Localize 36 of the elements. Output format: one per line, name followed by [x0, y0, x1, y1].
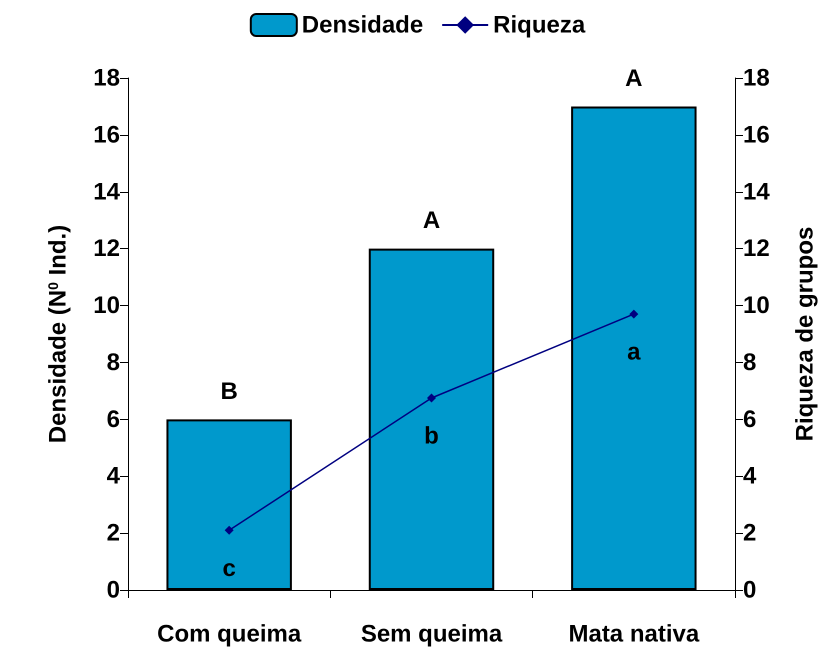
annotation: c [222, 554, 236, 582]
annotation: a [627, 338, 642, 366]
y2-tick-label: 12 [743, 235, 770, 262]
y2-tick-label: 18 [743, 64, 770, 92]
legend-label: Riqueza [493, 12, 586, 38]
annotation: b [424, 422, 439, 450]
y-tick-label: 18 [93, 64, 120, 92]
y2-axis-title: Riqueza de grupos [792, 226, 818, 442]
y2-tick-label: 10 [743, 292, 770, 320]
x-tick-label: Sem queima [360, 620, 503, 648]
y-axis-title: Densidade (N0 Ind.) [44, 224, 72, 444]
point [224, 526, 234, 535]
y-tick-label: 16 [93, 121, 120, 148]
y2-tick-label: 4 [743, 462, 757, 490]
point [427, 394, 436, 402]
annotation: B [220, 378, 238, 405]
y-tick-label: 10 [93, 292, 120, 320]
y2-tick-label: 14 [743, 178, 770, 206]
y-tick-label: 12 [93, 235, 120, 262]
y-tick-label: 4 [106, 462, 121, 490]
y-tick-label: 0 [106, 576, 120, 604]
annotation: A [625, 64, 643, 92]
legend-label: Densidade [302, 12, 424, 38]
y2-tick-label: 2 [743, 520, 756, 547]
y-tick-label: 2 [106, 520, 120, 547]
y-tick-label: 14 [93, 178, 121, 206]
x-tick-label: Mata nativa [568, 620, 700, 648]
x-tick-label: Com queima [157, 620, 302, 648]
y2-tick-label: 0 [743, 576, 756, 604]
annotation: A [422, 207, 440, 234]
y-tick-label: 8 [106, 348, 120, 376]
y2-tick-label: 16 [743, 121, 770, 148]
y2-tick-label: 6 [743, 406, 756, 433]
y-tick-label: 6 [106, 406, 120, 433]
point [629, 310, 638, 319]
y2-tick-label: 8 [743, 348, 756, 376]
